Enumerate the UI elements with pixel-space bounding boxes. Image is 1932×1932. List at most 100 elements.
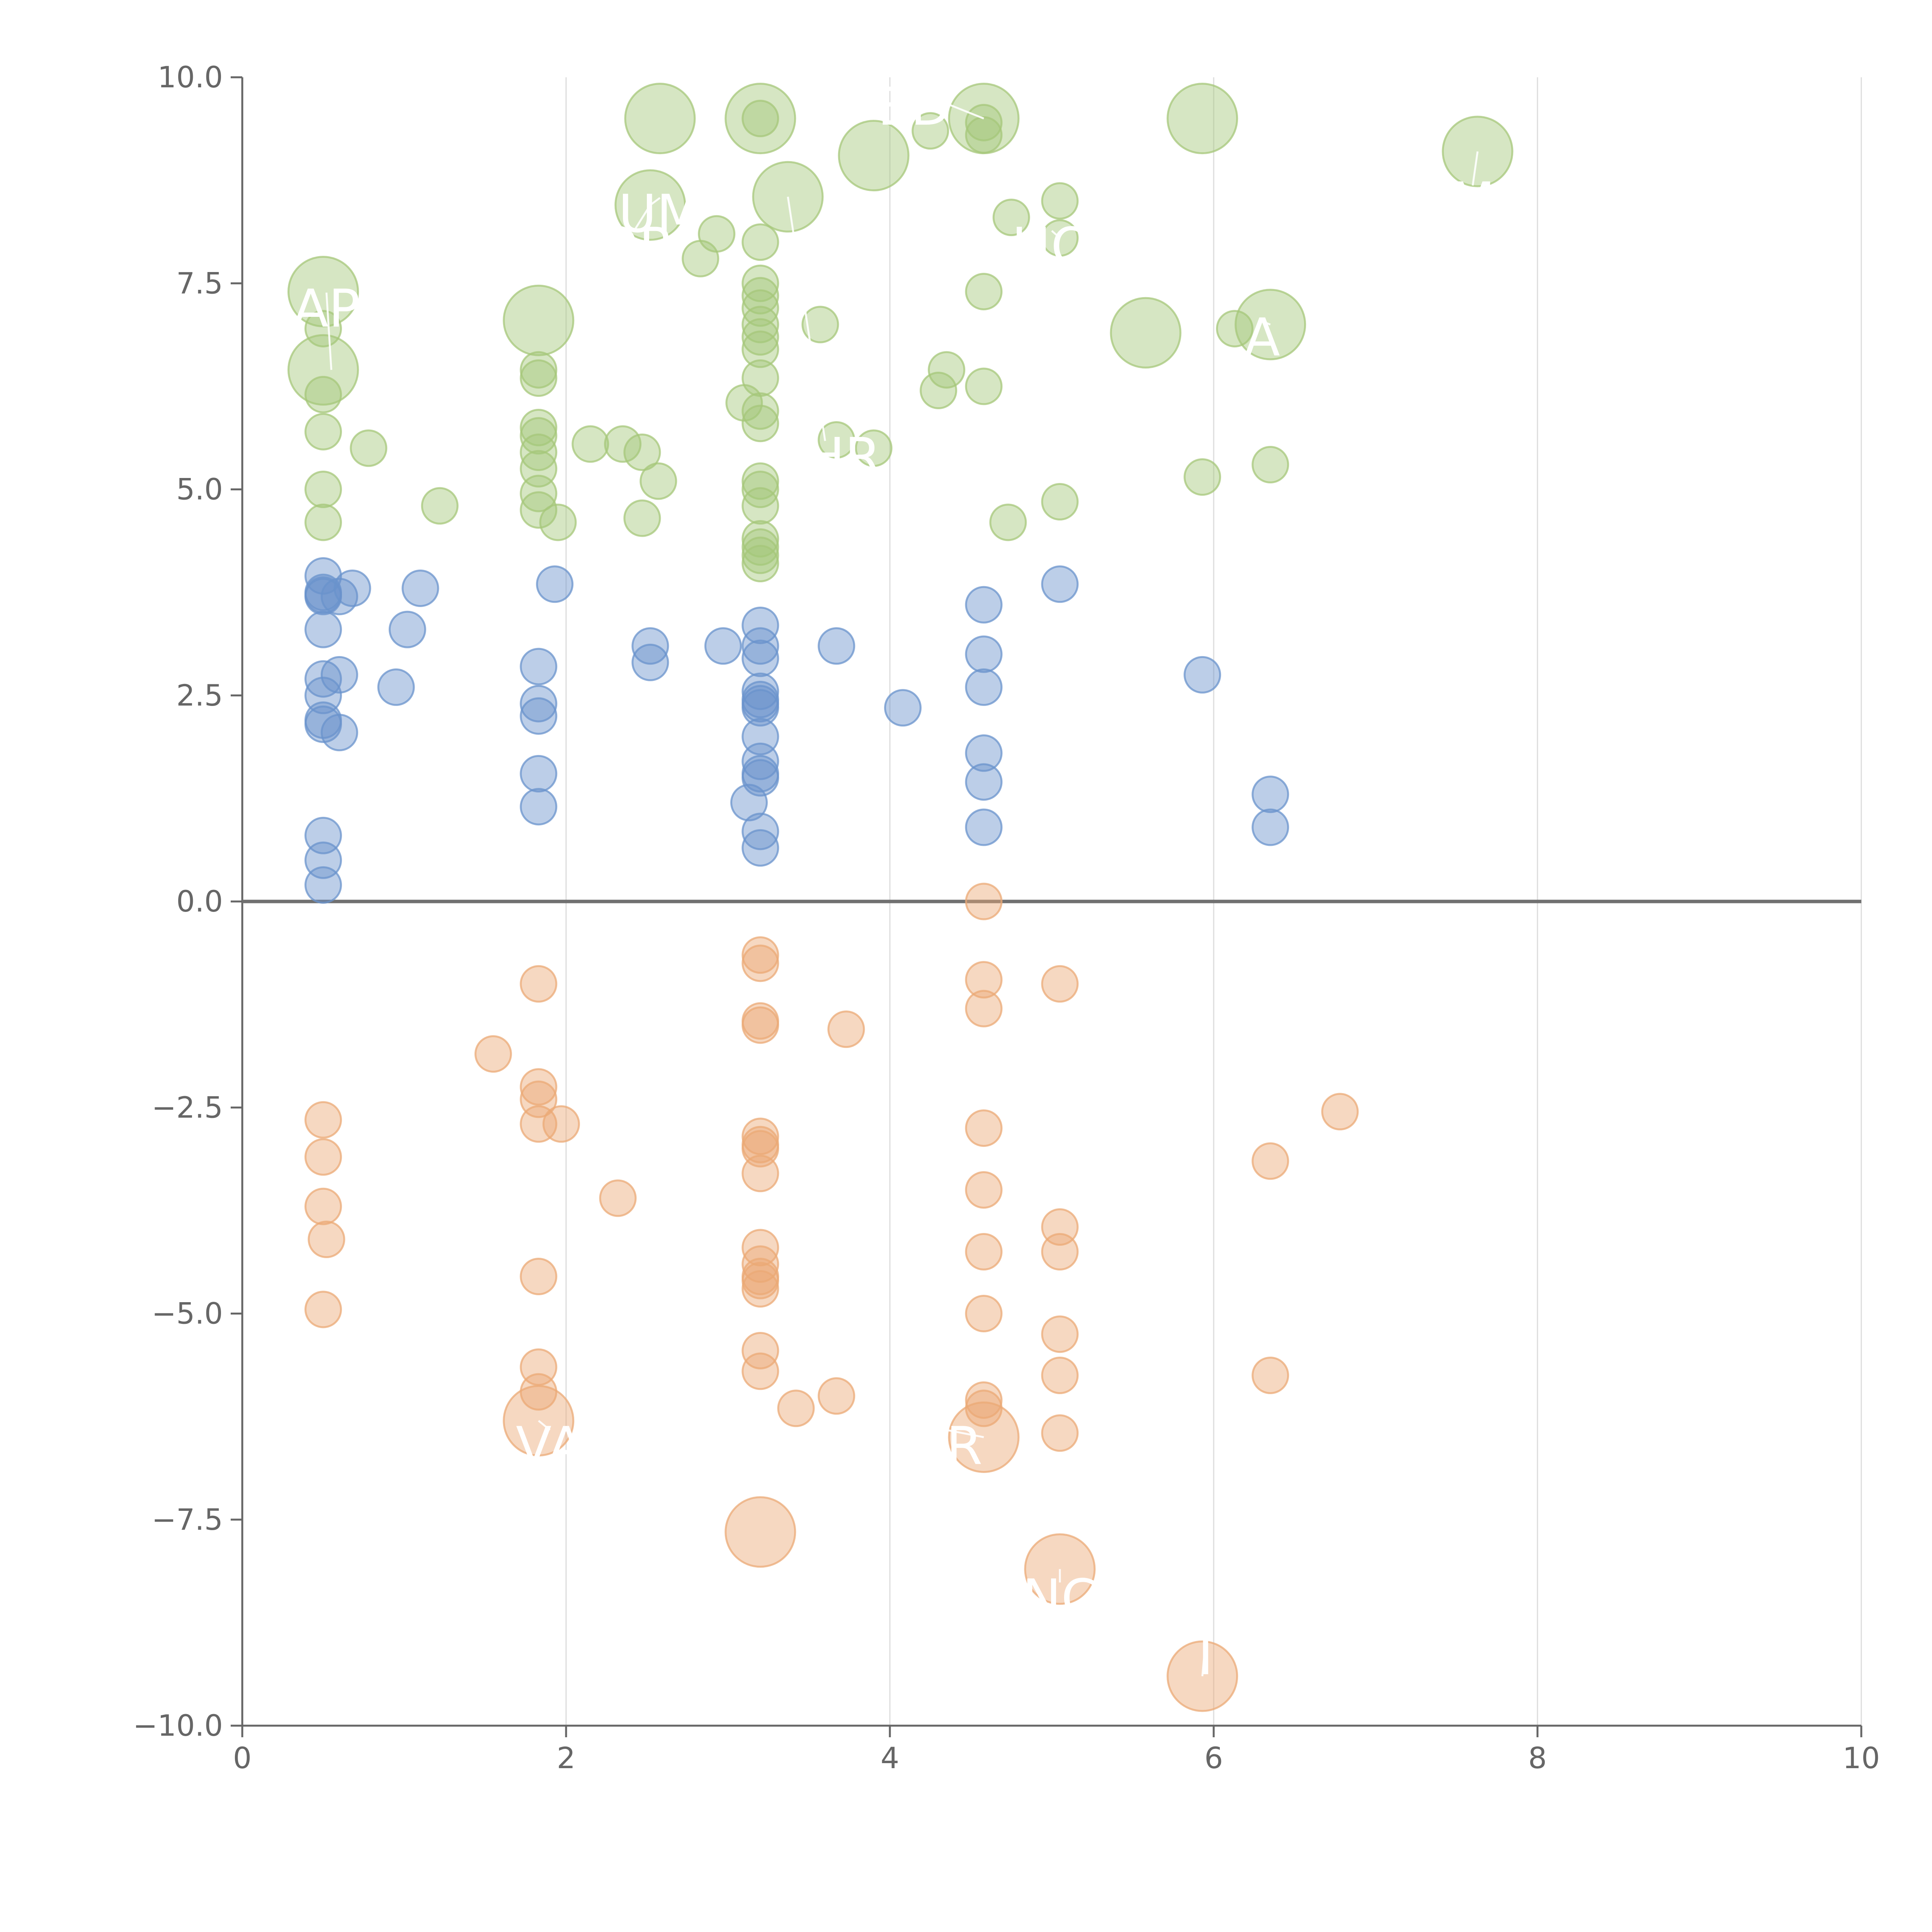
bubble-point <box>631 643 669 681</box>
x-tick-label: 10 <box>1843 1741 1880 1775</box>
bubble-point <box>1321 1093 1359 1131</box>
bubble-point <box>965 104 1003 141</box>
bubble-point <box>742 471 779 508</box>
label-leader-line <box>1201 1640 1207 1677</box>
bubble-point <box>304 471 342 508</box>
bubble-point <box>742 536 779 574</box>
bubble-label: AR <box>911 1416 983 1476</box>
bubble-label: A <box>1245 307 1280 368</box>
bubble-point <box>287 334 359 406</box>
bubble-point <box>350 429 388 467</box>
bubble-point <box>1252 1142 1289 1180</box>
bubble-point <box>698 215 736 253</box>
bubble-point <box>742 330 779 368</box>
bubble-label: AP <box>293 278 360 339</box>
bubble-point <box>320 656 358 694</box>
bubble-point <box>704 627 742 665</box>
bubble-point <box>474 1035 512 1073</box>
bubble-point <box>724 1496 796 1568</box>
bubble-point <box>742 1352 779 1390</box>
bubble-point <box>742 528 779 566</box>
bubble-point <box>742 936 779 974</box>
bubble-label: OP <box>598 216 670 277</box>
bubble-point <box>1252 1356 1289 1394</box>
bubble-point <box>965 116 1003 154</box>
bubble-point <box>1041 1315 1079 1353</box>
bubble-point <box>742 1262 779 1299</box>
bubble-point <box>623 499 661 537</box>
bubble-point <box>639 462 677 500</box>
bubble-point <box>624 83 696 155</box>
bubble-point <box>421 487 459 525</box>
bubble-point <box>742 544 779 582</box>
bubble-point <box>304 1138 342 1176</box>
bubble-point <box>520 417 558 455</box>
bubble-point <box>965 734 1003 772</box>
bubble-point <box>838 120 910 192</box>
bubble-point <box>818 1377 855 1415</box>
y-tick-label: 2.5 <box>176 678 223 713</box>
bubble-point <box>884 689 922 727</box>
bubble-point <box>604 425 642 463</box>
bubble-point <box>965 635 1003 673</box>
bubble-point <box>1184 656 1221 694</box>
bubble-point <box>1252 808 1289 846</box>
bubble-point <box>989 503 1027 541</box>
bubble-point <box>304 660 342 698</box>
bubble-point <box>742 689 779 727</box>
bubble-point <box>965 1381 1003 1419</box>
bubble-point <box>742 277 779 315</box>
bubble-point <box>742 487 779 525</box>
bubble-point <box>388 611 426 648</box>
bubble-point <box>742 223 779 261</box>
bubble-point <box>965 586 1003 624</box>
label-leader-line <box>650 197 661 206</box>
bubble-point <box>520 648 558 685</box>
axes: 0 2 4 6 8 10 −10.0 −7.5 −5.0 −2.5 0.0 2.5 5.0 7.5 10.0 <box>133 60 1880 1775</box>
bubble-point <box>333 569 371 607</box>
bubble-point <box>320 714 358 752</box>
bubble-label: I <box>1198 1626 1213 1687</box>
bubble-point <box>1041 1356 1079 1394</box>
bubble-point <box>742 829 779 867</box>
y-tick-label: −2.5 <box>151 1090 223 1124</box>
bubble-point <box>855 429 893 467</box>
bubble-point <box>742 606 779 644</box>
y-tick-label: 10.0 <box>158 60 223 94</box>
bubble-point <box>965 668 1003 706</box>
bubble-point <box>520 351 558 389</box>
x-tick-label: 0 <box>233 1741 252 1775</box>
bubble-point <box>1041 1414 1079 1452</box>
bubble-point <box>965 1233 1003 1271</box>
bubble-point <box>520 1068 558 1106</box>
bubble-point <box>304 376 342 413</box>
bubble-point <box>965 763 1003 801</box>
bubble-point <box>742 1332 779 1369</box>
bubble-point <box>818 627 855 665</box>
bubble-point <box>1041 565 1079 603</box>
bubble-point <box>965 990 1003 1027</box>
bubble-point <box>520 491 558 529</box>
bubble-point <box>304 310 342 348</box>
bubble-label: ED <box>878 77 951 137</box>
bubble-point <box>520 359 558 397</box>
bubble-point <box>571 425 609 463</box>
y-tick-label: −7.5 <box>151 1502 223 1537</box>
bubble-point <box>631 627 669 665</box>
bubble-point <box>724 83 796 155</box>
bubble-label: VA <box>516 1416 584 1476</box>
bubble-point <box>742 100 779 138</box>
x-tick-label: 2 <box>557 1741 575 1775</box>
bubble-point <box>503 284 575 356</box>
bubble-point <box>742 405 779 442</box>
bubble-point <box>401 569 439 607</box>
bubble-point <box>520 697 558 735</box>
bubble-point <box>304 866 342 904</box>
y-tick-label: 0.0 <box>176 884 223 918</box>
bubble-point <box>1252 446 1289 484</box>
bubble-point <box>287 256 359 328</box>
bubble-label: HO <box>1012 216 1092 277</box>
bubble-point <box>742 318 779 356</box>
bubble-point <box>965 1295 1003 1332</box>
